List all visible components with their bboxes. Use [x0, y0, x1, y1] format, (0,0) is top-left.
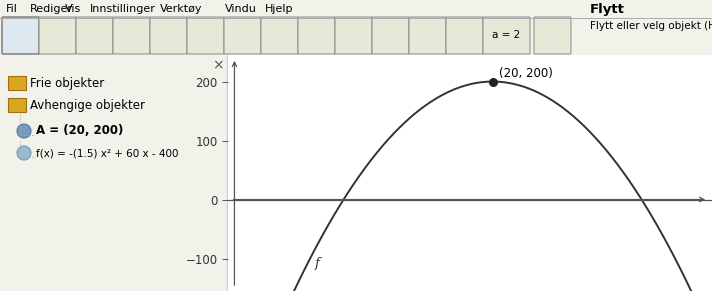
- FancyBboxPatch shape: [261, 17, 298, 54]
- Text: Frie objekter: Frie objekter: [30, 77, 104, 90]
- Text: Rediger: Rediger: [30, 4, 73, 14]
- FancyBboxPatch shape: [534, 17, 571, 54]
- Circle shape: [17, 124, 31, 138]
- Text: Innstillinger: Innstillinger: [90, 4, 156, 14]
- Text: Avhengige objekter: Avhengige objekter: [30, 98, 145, 111]
- FancyBboxPatch shape: [76, 17, 113, 54]
- Text: ×: ×: [212, 58, 224, 72]
- Text: Hjelp: Hjelp: [265, 4, 293, 14]
- FancyBboxPatch shape: [187, 17, 224, 54]
- Text: Verktøy: Verktøy: [160, 4, 202, 14]
- FancyBboxPatch shape: [2, 17, 39, 54]
- Text: a = 2: a = 2: [492, 31, 520, 40]
- FancyBboxPatch shape: [298, 17, 335, 54]
- FancyBboxPatch shape: [335, 17, 372, 54]
- FancyBboxPatch shape: [446, 17, 483, 54]
- Text: Vis: Vis: [65, 4, 81, 14]
- Text: Vindu: Vindu: [225, 4, 257, 14]
- Text: (20, 200): (20, 200): [499, 68, 553, 80]
- FancyBboxPatch shape: [39, 17, 76, 54]
- FancyBboxPatch shape: [8, 98, 26, 112]
- FancyBboxPatch shape: [150, 17, 187, 54]
- FancyBboxPatch shape: [483, 17, 530, 54]
- FancyBboxPatch shape: [8, 76, 26, 90]
- FancyBboxPatch shape: [113, 17, 150, 54]
- Circle shape: [17, 146, 31, 160]
- Text: A = (20, 200): A = (20, 200): [36, 125, 123, 138]
- FancyBboxPatch shape: [224, 17, 261, 54]
- Text: Flytt: Flytt: [590, 3, 625, 17]
- Text: f(x) = -(1.5) x² + 60 x - 400: f(x) = -(1.5) x² + 60 x - 400: [36, 148, 179, 158]
- Text: Flytt eller velg objekt (Hurtigtast fo: Flytt eller velg objekt (Hurtigtast fo: [590, 21, 712, 31]
- Text: f: f: [315, 258, 320, 270]
- FancyBboxPatch shape: [372, 17, 409, 54]
- Text: Fil: Fil: [6, 4, 18, 14]
- FancyBboxPatch shape: [409, 17, 446, 54]
